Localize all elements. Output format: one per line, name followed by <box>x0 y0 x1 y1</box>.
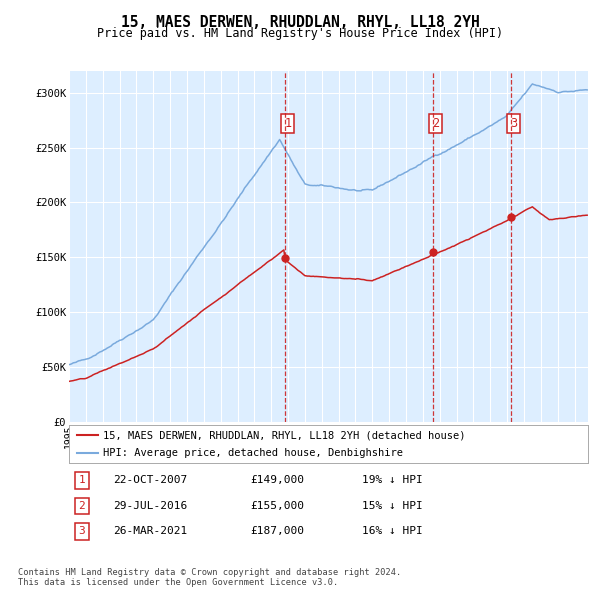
Text: 1: 1 <box>284 117 292 130</box>
Text: Contains HM Land Registry data © Crown copyright and database right 2024.
This d: Contains HM Land Registry data © Crown c… <box>18 568 401 587</box>
Text: 2: 2 <box>79 501 85 511</box>
Text: £187,000: £187,000 <box>251 526 305 536</box>
Text: Price paid vs. HM Land Registry's House Price Index (HPI): Price paid vs. HM Land Registry's House … <box>97 27 503 40</box>
Text: £155,000: £155,000 <box>251 501 305 511</box>
Text: 29-JUL-2016: 29-JUL-2016 <box>113 501 187 511</box>
Text: 15, MAES DERWEN, RHUDDLAN, RHYL, LL18 2YH (detached house): 15, MAES DERWEN, RHUDDLAN, RHYL, LL18 2Y… <box>103 430 465 440</box>
Text: 1: 1 <box>79 476 85 486</box>
Text: 22-OCT-2007: 22-OCT-2007 <box>113 476 187 486</box>
Text: 15% ↓ HPI: 15% ↓ HPI <box>362 501 423 511</box>
Text: £149,000: £149,000 <box>251 476 305 486</box>
Text: 15, MAES DERWEN, RHUDDLAN, RHYL, LL18 2YH: 15, MAES DERWEN, RHUDDLAN, RHYL, LL18 2Y… <box>121 15 479 30</box>
Text: 3: 3 <box>510 117 517 130</box>
Text: 26-MAR-2021: 26-MAR-2021 <box>113 526 187 536</box>
Text: HPI: Average price, detached house, Denbighshire: HPI: Average price, detached house, Denb… <box>103 448 403 458</box>
Text: 2: 2 <box>431 117 439 130</box>
Text: 16% ↓ HPI: 16% ↓ HPI <box>362 526 423 536</box>
Text: 19% ↓ HPI: 19% ↓ HPI <box>362 476 423 486</box>
Text: 3: 3 <box>79 526 85 536</box>
